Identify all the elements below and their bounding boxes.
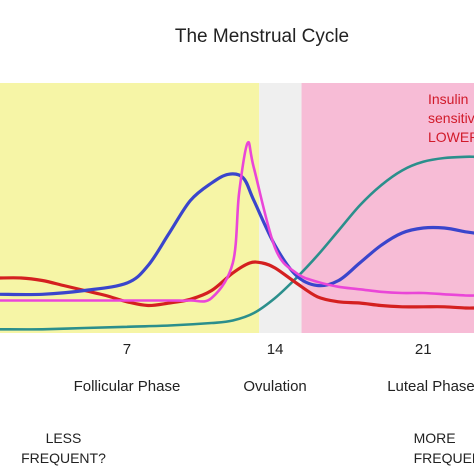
frequency-note-line: FREQUENT? (414, 450, 474, 466)
series-line-3 (0, 172, 474, 297)
frequency-notes: LESS FREQUENT? MORE FREQUENT? (21, 430, 474, 466)
band-ovulation (259, 83, 302, 333)
phase-label: Follicular Phase (74, 378, 181, 395)
frequency-note-line: FREQUENT? (21, 450, 106, 466)
phase-label: Luteal Phase (387, 378, 474, 395)
insulin-annotation: Insulin sensitivity LOWER (428, 91, 474, 145)
series-line-1 (0, 155, 474, 331)
phase-bands (0, 83, 474, 333)
frequency-note-line: MORE (414, 430, 456, 446)
x-tick-label: 7 (123, 341, 131, 358)
frequency-note-line: LESS (46, 430, 82, 446)
hormone-lines (0, 140, 474, 331)
chart-title: The Menstrual Cycle (175, 26, 349, 47)
x-tick-label: 21 (415, 341, 432, 358)
annotation-line-3: LOWER (428, 129, 474, 145)
phase-label: Ovulation (243, 378, 306, 395)
x-tick-label: 14 (267, 341, 284, 358)
x-axis-ticks: 7 14 21 (123, 341, 432, 358)
series-line-4 (0, 140, 474, 303)
annotation-line-1: Insulin (428, 91, 468, 107)
band-follicular (0, 83, 260, 333)
phase-labels: Follicular Phase Ovulation Luteal Phase (74, 378, 474, 395)
annotation-line-2: sensitivity (428, 110, 474, 126)
